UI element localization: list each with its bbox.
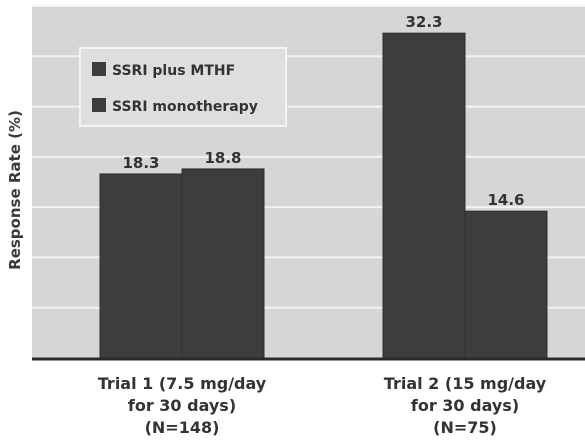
category-labels: Trial 1 (7.5 mg/day for 30 days) (N=148) Tr… (98, 374, 547, 437)
category-label: for 30 days) (411, 396, 519, 415)
legend-swatch (92, 98, 106, 112)
legend-swatch (92, 62, 106, 76)
bar-ssri-monotherapy-1 (181, 168, 265, 359)
value-label: 18.3 (122, 154, 159, 172)
category-label: (N=148) (145, 418, 220, 437)
value-label: 32.3 (405, 13, 442, 31)
category-label: Trial 1 (7.5 mg/day (98, 374, 267, 393)
value-label: 18.8 (204, 149, 241, 167)
category-label: Trial 2 (15 mg/day (384, 374, 547, 393)
legend: SSRI plus MTHF SSRI monotherapy (79, 47, 287, 127)
bar-ssri-monotherapy-2 (464, 210, 548, 359)
value-label: 14.6 (487, 191, 524, 209)
legend-box (79, 47, 287, 127)
y-axis-label: Response Rate (%) (6, 110, 24, 270)
bar-ssri-plus-mthf-2 (382, 32, 466, 359)
category-label: (N=75) (433, 418, 497, 437)
category-label: for 30 days) (128, 396, 236, 415)
value-labels: 18.3 32.3 18.8 14.6 (122, 13, 524, 209)
legend-label: SSRI plus MTHF (112, 63, 235, 79)
legend-label: SSRI monotherapy (112, 99, 258, 115)
bar-ssri-plus-mthf-1 (99, 173, 183, 359)
